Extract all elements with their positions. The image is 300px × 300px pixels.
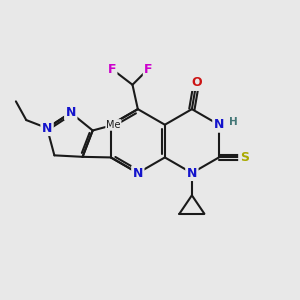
Text: N: N	[66, 106, 76, 119]
Text: S: S	[240, 151, 249, 164]
Text: Me: Me	[106, 120, 121, 130]
Text: F: F	[144, 63, 153, 76]
Text: N: N	[214, 118, 224, 131]
Text: H: H	[229, 117, 238, 128]
Text: N: N	[133, 167, 143, 179]
Text: F: F	[107, 63, 116, 76]
Text: O: O	[191, 76, 202, 89]
Text: N: N	[187, 167, 197, 179]
Text: N: N	[42, 122, 52, 135]
